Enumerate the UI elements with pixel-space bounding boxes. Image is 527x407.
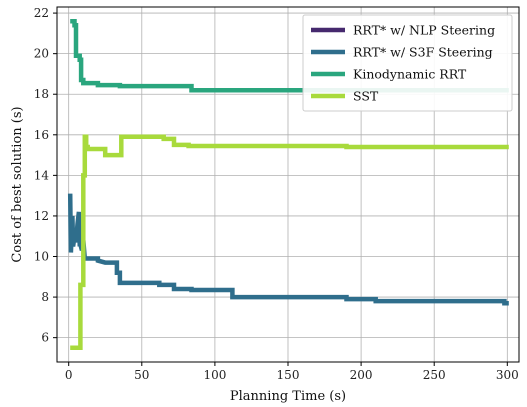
x-tick-label: 100 <box>203 368 226 382</box>
series-line <box>70 134 509 351</box>
y-tick-label: 12 <box>34 209 49 223</box>
y-tick-label: 6 <box>41 331 49 345</box>
x-tick-label: 300 <box>496 368 519 382</box>
legend-label: SST <box>353 89 379 104</box>
x-axis-label: Planning Time (s) <box>230 389 346 404</box>
x-tick-label: 50 <box>134 368 149 382</box>
x-axis-ticks: 0 50 100 150 200 250 300 <box>65 362 519 382</box>
legend-label: RRT* w/ NLP Steering <box>353 23 495 38</box>
legend-label: RRT* w/ S3F Steering <box>353 45 493 60</box>
x-tick-label: 150 <box>277 368 300 382</box>
y-tick-label: 16 <box>34 128 49 142</box>
x-tick-label: 200 <box>350 368 373 382</box>
y-tick-label: 14 <box>34 168 50 182</box>
legend-box <box>302 14 513 112</box>
y-tick-label: 22 <box>34 6 49 20</box>
legend-label: Kinodynamic RRT <box>353 67 467 82</box>
series-line <box>67 193 509 306</box>
y-tick-label: 10 <box>34 250 49 264</box>
y-axis-ticks: 6 8 10 12 14 16 18 20 22 <box>34 6 57 345</box>
legend: RRT* w/ NLP Steering RRT* w/ S3F Steering… <box>302 14 513 112</box>
series-line <box>70 18 509 93</box>
y-tick-label: 20 <box>34 47 49 61</box>
series-lines <box>67 18 509 351</box>
x-tick-label: 0 <box>65 368 73 382</box>
y-tick-label: 18 <box>34 87 49 101</box>
y-axis-label: Cost of best solution (s) <box>10 106 25 262</box>
x-tick-label: 250 <box>423 368 446 382</box>
y-tick-label: 8 <box>41 290 49 304</box>
